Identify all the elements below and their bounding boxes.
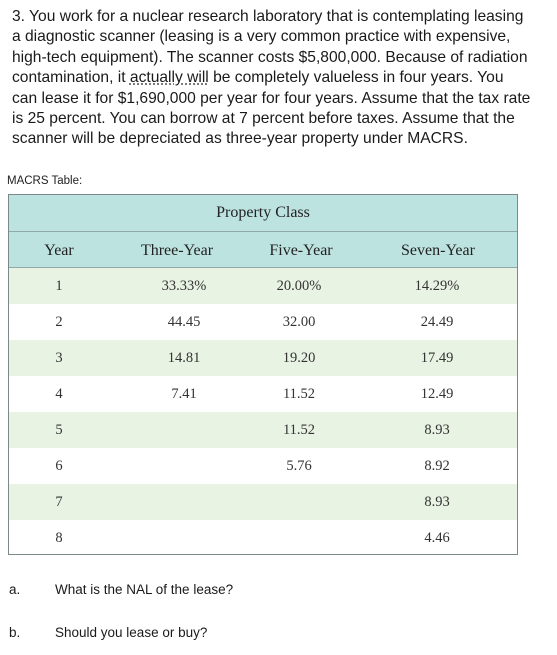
cell-year: 3 xyxy=(55,350,63,366)
problem-line: contamination, it actually will be compl… xyxy=(12,68,555,88)
problem-line: high-tech equipment). The scanner costs … xyxy=(12,48,528,66)
cell-seven-year: 8.93 xyxy=(424,494,450,510)
header-seven-year: Seven-Year xyxy=(401,242,475,259)
problem-line: 3. You work for a nuclear research labor… xyxy=(12,8,524,25)
header-year: Year xyxy=(44,242,74,259)
macrs-table: Property Class Year Three-Year Five-Year… xyxy=(8,194,518,555)
cell-three-year: 33.33% xyxy=(161,278,207,294)
cell-year: 8 xyxy=(55,530,63,546)
table-row: 4 7.41 11.52 12.49 xyxy=(9,376,517,412)
cell-five-year: 19.20 xyxy=(282,350,316,366)
question-a-text: What is the NAL of the lease? xyxy=(55,582,234,597)
cell-seven-year: 4.46 xyxy=(424,530,450,546)
cell-five-year: 20.00% xyxy=(276,278,322,294)
table-title-row: Property Class xyxy=(9,195,517,232)
question-a-label: a. xyxy=(9,582,21,597)
cell-three-year: 44.45 xyxy=(167,314,201,330)
table-row: 6 5.76 8.92 xyxy=(9,448,517,484)
cell-seven-year: 12.49 xyxy=(420,386,454,402)
cell-year: 7 xyxy=(55,494,63,510)
table-header-row: Year Three-Year Five-Year Seven-Year xyxy=(9,232,517,268)
problem-line-end: be completely valueless in four years. Y… xyxy=(208,69,504,87)
cell-three-year: 14.81 xyxy=(167,350,201,366)
table-row: 1 33.33% 20.00% 14.29% xyxy=(9,268,517,304)
cell-five-year: 11.52 xyxy=(282,422,316,438)
cell-year: 6 xyxy=(55,458,63,474)
cell-five-year: 11.52 xyxy=(282,386,316,402)
problem-line: is 25 percent. You can borrow at 7 perce… xyxy=(12,110,515,128)
table-row: 2 44.45 32.00 24.49 xyxy=(9,304,517,340)
problem-line: scanner will be depreciated as three-yea… xyxy=(12,130,468,148)
cell-year: 5 xyxy=(55,422,63,438)
cell-seven-year: 24.49 xyxy=(420,314,454,330)
problem-line-start: contamination, it xyxy=(12,69,130,87)
spellcheck-underlined-text: actually will xyxy=(129,69,209,87)
table-row: 7 8.93 xyxy=(9,484,517,520)
question-b-label: b. xyxy=(9,625,21,640)
table-row: 5 11.52 8.93 xyxy=(9,412,517,448)
problem-line: a diagnostic scanner (leasing is a very … xyxy=(12,28,511,46)
cell-seven-year: 8.93 xyxy=(424,422,450,438)
table-label: MACRS Table: xyxy=(7,175,83,187)
cell-year: 1 xyxy=(55,278,63,294)
cell-seven-year: 17.49 xyxy=(420,350,454,366)
cell-three-year: 7.41 xyxy=(171,386,197,402)
cell-seven-year: 8.92 xyxy=(424,458,450,474)
problem-line: can lease it for $1,690,000 per year for… xyxy=(12,89,531,107)
question-b-text: Should you lease or buy? xyxy=(55,625,208,640)
cell-five-year: 32.00 xyxy=(282,314,316,330)
table-row: 3 14.81 19.20 17.49 xyxy=(9,340,517,376)
table-title: Property Class xyxy=(216,204,310,221)
cell-five-year: 5.76 xyxy=(286,458,312,474)
cell-year: 2 xyxy=(55,314,63,330)
problem-statement: 3. You work for a nuclear research labor… xyxy=(12,7,555,150)
header-five-year: Five-Year xyxy=(269,242,333,259)
cell-seven-year: 14.29% xyxy=(414,278,460,294)
cell-year: 4 xyxy=(55,386,63,402)
header-three-year: Three-Year xyxy=(140,242,214,259)
table-row: 8 4.46 xyxy=(9,520,517,556)
